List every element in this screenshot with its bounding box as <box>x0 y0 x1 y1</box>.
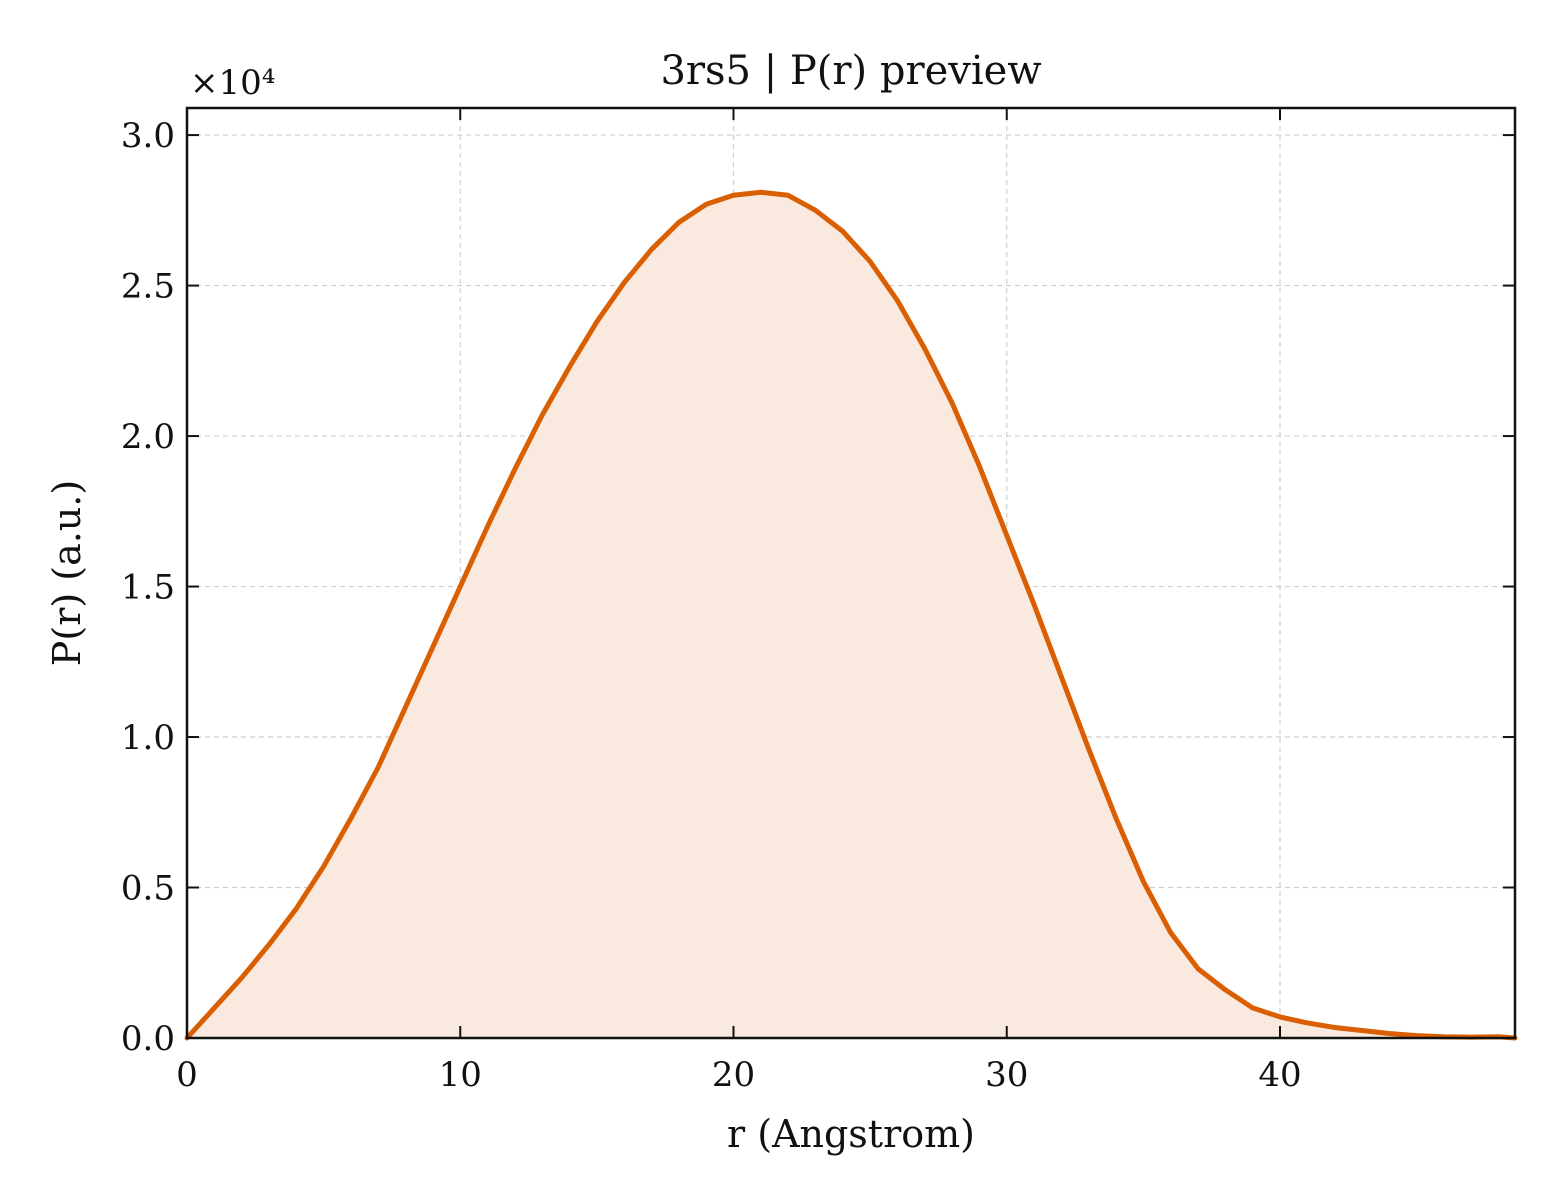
y-tick-label: 2.5 <box>121 267 175 307</box>
y-tick-label: 0.5 <box>121 869 175 909</box>
pr-line <box>184 189 1518 1041</box>
y-axis-offset-label: ×10⁴ <box>190 63 275 103</box>
x-axis-label: r (Angstrom) <box>727 1112 975 1156</box>
pr-area-fill <box>187 192 1515 1038</box>
y-tick-label: 0.0 <box>121 1019 175 1059</box>
x-tick-label: 10 <box>439 1055 482 1095</box>
series-line-layer <box>184 189 1518 1041</box>
x-tick-label: 30 <box>985 1055 1028 1095</box>
x-tick-label: 40 <box>1258 1055 1301 1095</box>
y-axis-label: P(r) (a.u.) <box>45 480 89 666</box>
y-tick-label: 2.0 <box>121 417 175 457</box>
y-tick-label: 1.0 <box>121 718 175 758</box>
x-tick-label: 0 <box>176 1055 198 1095</box>
series-area-layer <box>187 192 1515 1038</box>
y-tick-label: 3.0 <box>121 116 175 156</box>
tick-layer: 0 10 20 30 40 0.0 0.5 1.0 1.5 2.0 2.5 3.0 <box>121 108 1515 1095</box>
plot-frame <box>185 106 1517 1040</box>
chart-title: 3rs5 | P(r) preview <box>660 48 1041 94</box>
x-tick-label: 20 <box>712 1055 755 1095</box>
y-tick-label: 1.5 <box>121 568 175 608</box>
